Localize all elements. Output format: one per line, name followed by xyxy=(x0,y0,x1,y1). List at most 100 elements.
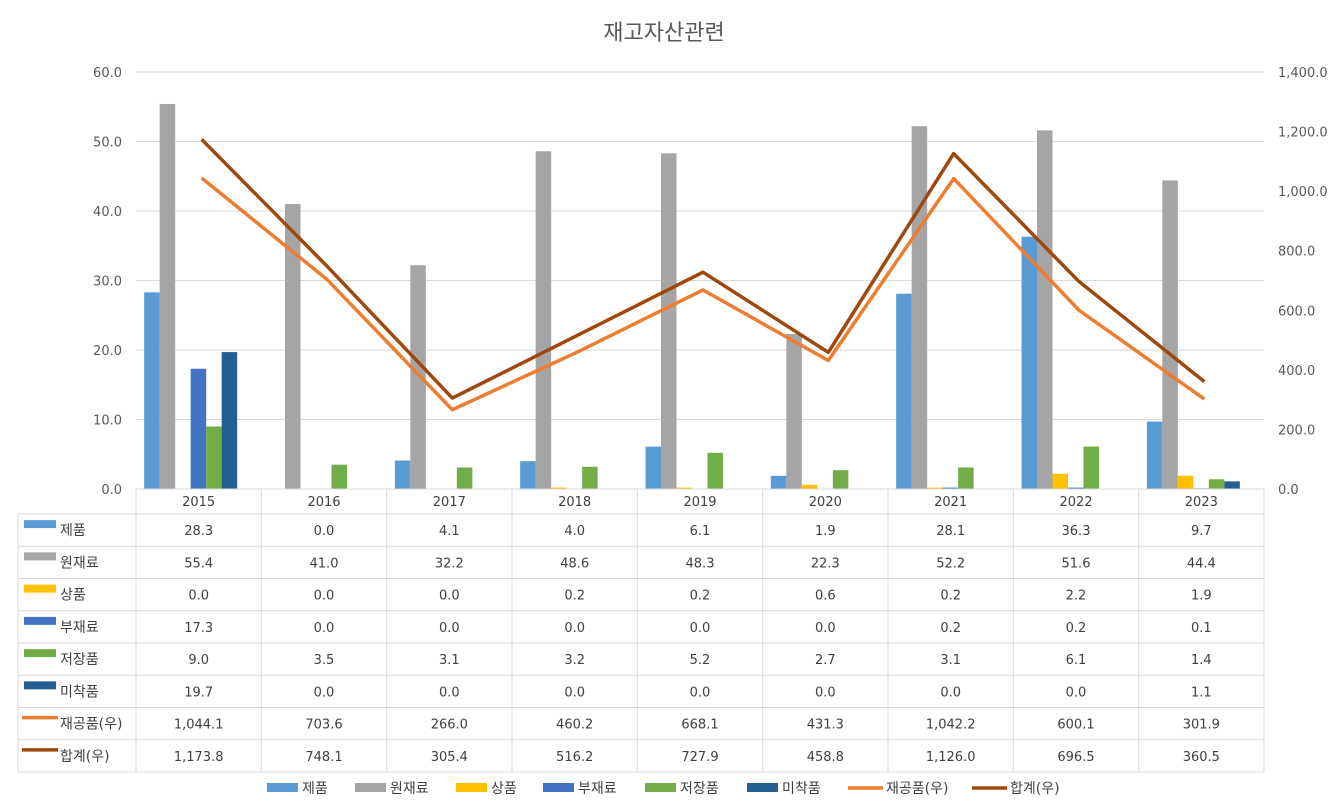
data-label-상품-2022: 2.2 xyxy=(1066,589,1087,604)
data-label-제품-2020: 1.9 xyxy=(815,524,836,539)
row-label-재공품우: 재공품(우) xyxy=(60,717,122,733)
left-axis-tick-label: 10.0 xyxy=(93,414,122,429)
bar-상품-2023 xyxy=(1177,475,1194,489)
row-label-저장품: 저장품 xyxy=(60,652,99,668)
bar-제품-2017 xyxy=(394,460,411,489)
row-label-원재료: 원재료 xyxy=(60,555,99,571)
bar-저장품-2016 xyxy=(331,464,347,489)
bar-원재료-2016 xyxy=(285,204,301,490)
row-key-원재료 xyxy=(24,552,56,561)
data-label-제품-2015: 28.3 xyxy=(184,524,213,539)
row-key-제품 xyxy=(24,520,56,529)
data-label-재공품우-2019: 668.1 xyxy=(681,718,718,733)
legend-key-상품 xyxy=(456,783,487,792)
bar-부재료-2021 xyxy=(942,487,959,489)
data-label-미착품-2020: 0.0 xyxy=(815,685,836,700)
data-label-원재료-2022: 51.6 xyxy=(1062,556,1091,571)
data-label-합계우-2016: 748.1 xyxy=(305,750,342,765)
legend-label-합계우: 합계(우) xyxy=(1010,781,1060,797)
bar-부재료-2022 xyxy=(1068,487,1084,489)
right-axis-tick-label: 1,000.0 xyxy=(1278,185,1328,200)
left-axis-ticks: 0.0 10.0 20.0 30.0 40.0 50.0 60.0 xyxy=(93,66,122,498)
data-label-저장품-2020: 2.7 xyxy=(815,653,836,668)
left-axis-tick-label: 40.0 xyxy=(93,205,122,220)
legend-label-상품: 상품 xyxy=(491,781,517,797)
data-label-부재료-2020: 0.0 xyxy=(815,621,836,636)
data-label-부재료-2016: 0.0 xyxy=(314,621,335,636)
data-label-저장품-2023: 1.4 xyxy=(1191,653,1212,668)
row-key-저장품 xyxy=(24,649,56,658)
data-label-제품-2021: 28.1 xyxy=(936,524,965,539)
row-label-상품: 상품 xyxy=(60,588,86,604)
bar-상품-2018 xyxy=(551,487,567,489)
data-label-부재료-2022: 0.2 xyxy=(1066,621,1087,636)
data-label-원재료-2023: 44.4 xyxy=(1187,556,1216,571)
bar-저장품-2021 xyxy=(958,467,974,489)
data-label-재공품우-2015: 1,044.1 xyxy=(174,718,224,733)
legend-label-원재료: 원재료 xyxy=(390,781,429,797)
data-label-부재료-2023: 0.1 xyxy=(1191,621,1212,636)
bar-원재료-2015 xyxy=(159,103,176,489)
data-label-재공품우-2020: 431.3 xyxy=(807,718,844,733)
data-label-합계우-2015: 1,173.8 xyxy=(174,750,224,765)
row-key-부재료 xyxy=(24,616,56,625)
x-axis-tick-label: 2023 xyxy=(1185,495,1218,510)
data-label-원재료-2016: 41.0 xyxy=(310,556,339,571)
bar-원재료-2018 xyxy=(535,151,552,490)
bar-제품-2018 xyxy=(520,461,536,489)
legend: 제품 원재료 상품 부재료 저장품 미착품 재공품(우) 합계(우) xyxy=(267,781,1060,797)
data-label-재공품우-2018: 460.2 xyxy=(556,718,593,733)
legend-label-재공품우: 재공품(우) xyxy=(886,781,948,797)
bar-저장품-2019 xyxy=(707,452,723,489)
data-label-원재료-2015: 55.4 xyxy=(184,556,213,571)
bar-원재료-2022 xyxy=(1037,130,1053,489)
data-label-미착품-2018: 0.0 xyxy=(564,685,585,700)
chart-title: 재고자산관련 xyxy=(603,21,724,46)
data-label-상품-2023: 1.9 xyxy=(1191,589,1212,604)
data-label-재공품우-2021: 1,042.2 xyxy=(926,718,976,733)
x-axis-tick-label: 2018 xyxy=(558,495,591,510)
right-axis-tick-label: 800.0 xyxy=(1278,245,1315,260)
data-label-저장품-2017: 3.1 xyxy=(439,653,460,668)
bar-series xyxy=(144,103,1240,490)
data-label-재공품우-2022: 600.1 xyxy=(1057,718,1094,733)
right-axis-tick-label: 600.0 xyxy=(1278,304,1315,319)
data-label-미착품-2016: 0.0 xyxy=(314,685,335,700)
x-axis-tick-label: 2020 xyxy=(809,495,842,510)
bar-제품-2019 xyxy=(645,446,661,489)
legend-label-부재료: 부재료 xyxy=(578,781,617,797)
data-label-저장품-2019: 5.2 xyxy=(690,653,711,668)
data-label-합계우-2019: 727.9 xyxy=(681,750,718,765)
left-axis-tick-label: 60.0 xyxy=(93,66,122,81)
data-label-합계우-2022: 696.5 xyxy=(1057,750,1094,765)
row-label-미착품: 미착품 xyxy=(60,684,99,700)
bar-원재료-2017 xyxy=(410,265,426,489)
legend-label-미착품: 미착품 xyxy=(782,781,821,797)
bar-제품-2023 xyxy=(1146,421,1163,489)
data-label-상품-2018: 0.2 xyxy=(564,589,585,604)
bar-저장품-2020 xyxy=(832,470,849,489)
line-series xyxy=(200,138,1206,412)
bar-부재료-2015 xyxy=(190,368,207,489)
data-label-재공품우-2017: 266.0 xyxy=(431,718,468,733)
data-label-제품-2016: 0.0 xyxy=(314,524,335,539)
right-axis-tick-label: 0.0 xyxy=(1278,483,1299,498)
legend-key-미착품 xyxy=(747,783,778,792)
data-label-저장품-2021: 3.1 xyxy=(940,653,961,668)
bar-상품-2020 xyxy=(801,484,818,489)
line-재공품우 xyxy=(200,176,1206,412)
data-label-상품-2017: 0.0 xyxy=(439,589,460,604)
data-label-제품-2017: 4.1 xyxy=(439,524,460,539)
data-label-부재료-2021: 0.2 xyxy=(940,621,961,636)
row-label-제품: 제품 xyxy=(60,523,86,539)
data-label-미착품-2017: 0.0 xyxy=(439,685,460,700)
legend-key-저장품 xyxy=(645,783,676,792)
data-label-합계우-2023: 360.5 xyxy=(1183,750,1220,765)
bar-저장품-2015 xyxy=(206,426,222,489)
bar-원재료-2020 xyxy=(786,334,802,489)
right-axis-tick-label: 1,200.0 xyxy=(1278,126,1328,141)
data-label-제품-2023: 9.7 xyxy=(1191,524,1212,539)
left-axis-tick-label: 20.0 xyxy=(93,344,122,359)
data-label-저장품-2018: 3.2 xyxy=(564,653,585,668)
